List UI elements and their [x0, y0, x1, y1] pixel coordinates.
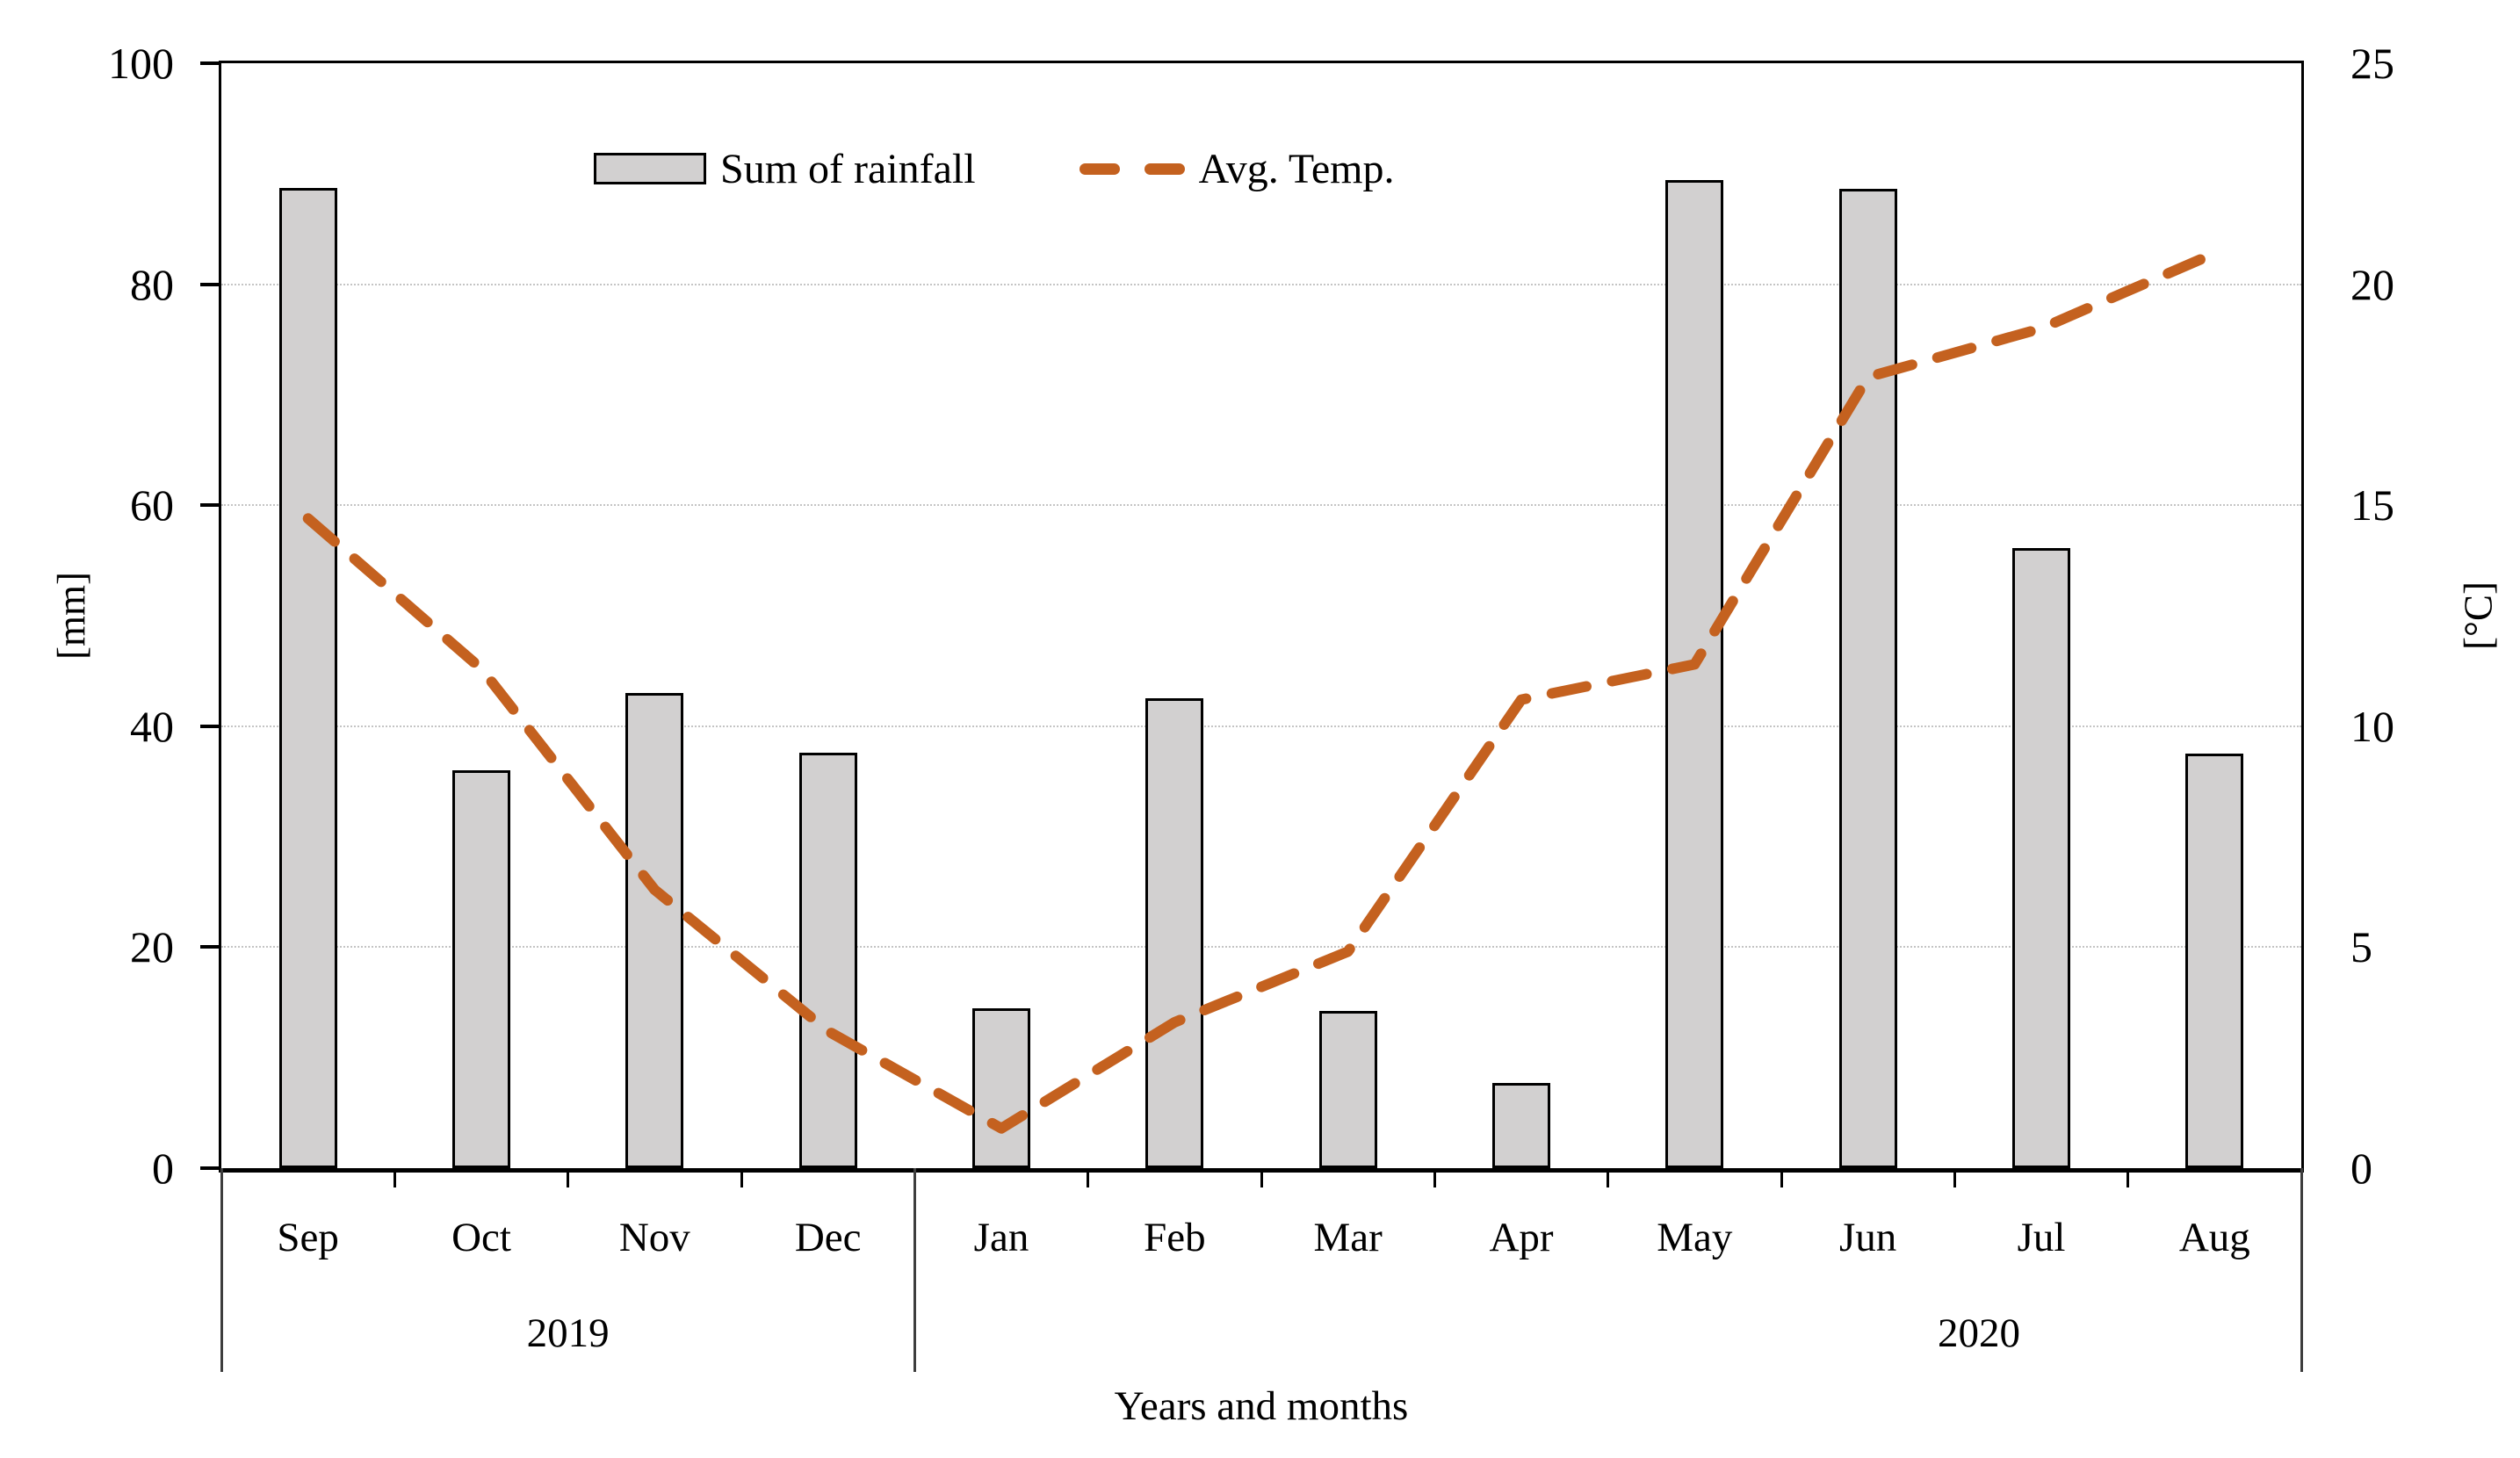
rainfall-bar: [972, 1007, 1030, 1168]
right-axis-title: [°C]: [2456, 581, 2501, 650]
rainfall-bar: [1145, 698, 1204, 1168]
year-label-2020: 2020: [1938, 1310, 2020, 1356]
rainfall-bar: [2185, 754, 2244, 1168]
rainfall-bar: [278, 188, 337, 1168]
legend-rainfall-label: Sum of rainfall: [720, 145, 976, 192]
month-label: Jan: [973, 1215, 1029, 1260]
right-axis-tick-label: 25: [2350, 39, 2394, 88]
rainfall-bar: [1665, 180, 1724, 1168]
month-label: Feb: [1144, 1215, 1206, 1260]
left-axis-tick: [200, 945, 221, 949]
left-axis-tick-label: 20: [130, 922, 174, 972]
x-axis-tick: [1953, 1168, 1956, 1187]
x-axis-tick: [393, 1168, 396, 1187]
left-axis-tick: [200, 503, 221, 508]
legend-temp-label: Avg. Temp.: [1198, 145, 1395, 192]
left-axis-tick: [200, 1166, 221, 1170]
gridline: [221, 283, 2301, 285]
month-label: Apr: [1489, 1215, 1554, 1260]
left-axis-tick: [200, 61, 221, 65]
x-axis-tick: [1780, 1168, 1783, 1187]
month-label: Mar: [1313, 1215, 1383, 1260]
legend: Sum of rainfall Avg. Temp.: [594, 141, 1394, 197]
left-axis-tick-label: 100: [108, 39, 174, 88]
x-axis-tick: [1433, 1168, 1436, 1187]
rainfall-bar: [1318, 1011, 1377, 1168]
gridline: [221, 504, 2301, 507]
year-separator: [913, 1168, 916, 1372]
left-axis-tick-label: 80: [130, 259, 174, 309]
x-axis-tick: [1607, 1168, 1610, 1187]
x-axis-tick: [567, 1168, 570, 1187]
left-axis-tick-label: 40: [130, 701, 174, 751]
left-axis-tick: [200, 282, 221, 286]
right-axis-tick-label: 20: [2350, 259, 2394, 309]
month-label: Oct: [451, 1215, 511, 1260]
rainfall-bar: [1838, 189, 1897, 1168]
month-label: Sep: [277, 1215, 339, 1260]
year-separator: [220, 1168, 223, 1372]
rainfall-bar: [452, 770, 510, 1168]
legend-dash-swatch-icon: [1079, 162, 1185, 175]
left-axis-tick: [200, 724, 221, 728]
rainfall-bar: [798, 752, 857, 1168]
month-label: Aug: [2178, 1215, 2250, 1260]
rainfall-bar: [625, 693, 684, 1168]
year-label-2019: 2019: [526, 1310, 610, 1356]
x-axis-title: Years and months: [1114, 1383, 1409, 1429]
left-axis-tick-label: 60: [130, 480, 174, 531]
right-axis-tick-label: 10: [2350, 701, 2394, 751]
avg-temp-dashed-line: [302, 248, 2220, 1134]
left-axis-tick-label: 0: [152, 1144, 174, 1193]
month-label: May: [1657, 1215, 1733, 1260]
month-label: Jul: [2017, 1215, 2066, 1260]
legend-bar-swatch-icon: [594, 153, 706, 184]
month-label: Nov: [618, 1215, 690, 1260]
month-label: Jun: [1839, 1215, 1897, 1260]
gridline: [221, 946, 2301, 949]
left-axis-title: [mm]: [49, 572, 94, 660]
right-axis-tick-label: 15: [2350, 480, 2394, 531]
right-axis-tick-label: 5: [2350, 922, 2372, 972]
gridline: [221, 725, 2301, 727]
x-axis-tick: [1260, 1168, 1263, 1187]
x-axis-tick: [1087, 1168, 1090, 1187]
year-separator: [2300, 1168, 2303, 1372]
x-axis-tick: [740, 1168, 743, 1187]
right-axis-tick-label: 0: [2350, 1144, 2372, 1193]
x-axis-tick: [2126, 1168, 2130, 1187]
rainfall-bar: [1492, 1083, 1550, 1168]
month-label: Dec: [794, 1215, 862, 1260]
rainfall-bar: [2012, 548, 2070, 1168]
